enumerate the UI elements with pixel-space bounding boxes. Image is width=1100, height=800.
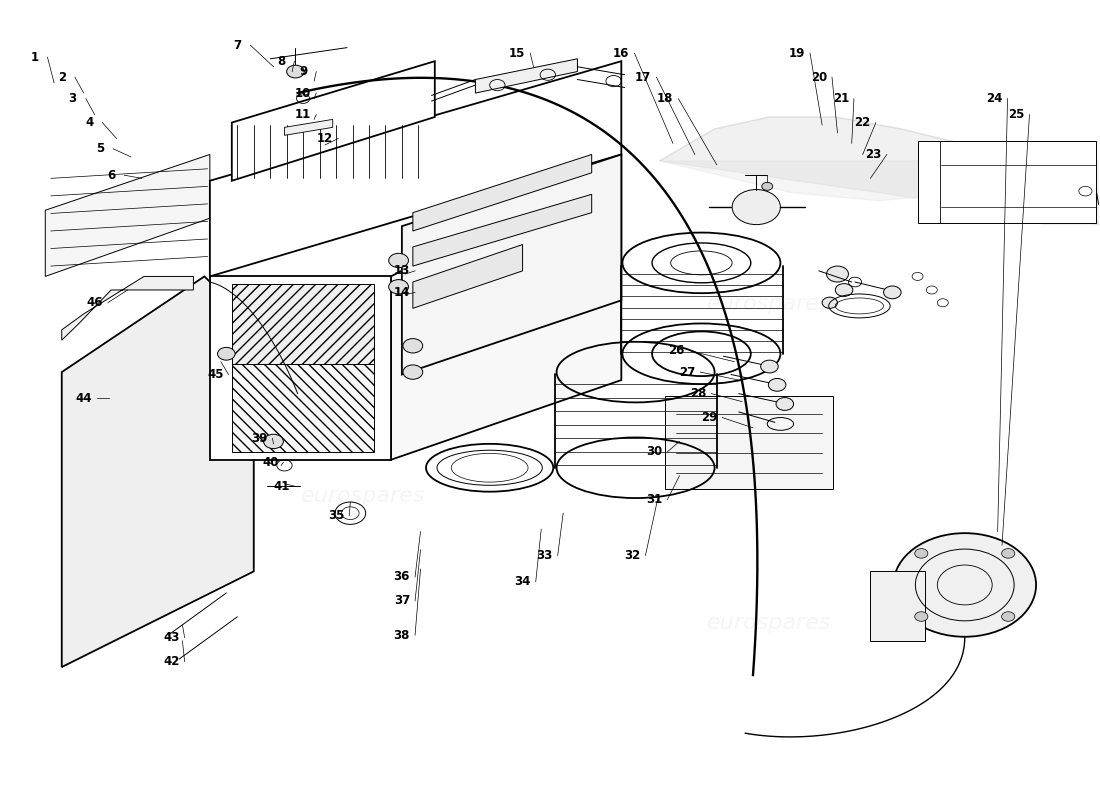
Circle shape [835,284,852,296]
Text: 8: 8 [277,54,285,68]
Text: 1: 1 [30,50,38,64]
Text: eurospares: eurospares [707,294,832,314]
Polygon shape [412,194,592,266]
Text: 27: 27 [679,366,695,378]
Text: 28: 28 [690,387,706,400]
Polygon shape [666,396,833,490]
Polygon shape [232,285,374,364]
Circle shape [388,280,408,294]
Text: 4: 4 [85,116,94,129]
Text: 40: 40 [262,456,278,469]
Polygon shape [412,245,522,308]
Text: 11: 11 [295,108,311,121]
Circle shape [1002,549,1015,558]
Circle shape [218,347,235,360]
Text: 44: 44 [76,392,92,405]
Text: 34: 34 [515,575,531,588]
Text: 31: 31 [646,493,662,506]
Text: 5: 5 [96,142,104,155]
Text: 39: 39 [251,432,267,445]
Circle shape [761,360,778,373]
Text: 6: 6 [107,169,116,182]
Polygon shape [402,154,622,374]
Text: 36: 36 [394,570,410,583]
Polygon shape [62,277,194,340]
Text: 35: 35 [328,509,344,522]
Circle shape [388,254,408,268]
Text: 17: 17 [635,70,651,84]
Circle shape [776,398,793,410]
Circle shape [403,365,422,379]
Text: 3: 3 [68,92,77,105]
Circle shape [822,297,837,308]
Circle shape [733,190,780,225]
Text: 42: 42 [163,655,179,668]
Circle shape [768,378,785,391]
Circle shape [826,266,848,282]
Text: 19: 19 [789,46,805,60]
Text: 25: 25 [1008,108,1024,121]
Text: 20: 20 [811,70,827,84]
Text: 46: 46 [87,296,103,310]
Polygon shape [870,571,925,641]
Text: 18: 18 [657,92,673,105]
Polygon shape [232,364,374,452]
Circle shape [287,65,305,78]
Polygon shape [412,154,592,231]
Polygon shape [45,154,210,277]
Circle shape [915,612,928,622]
Polygon shape [210,61,621,277]
Text: eurospares: eurospares [707,614,832,634]
Text: 13: 13 [394,264,410,278]
Text: 37: 37 [394,594,410,607]
Polygon shape [390,154,622,460]
Text: 38: 38 [394,629,410,642]
Circle shape [264,434,284,449]
Text: 21: 21 [833,92,849,105]
Circle shape [883,286,901,298]
Polygon shape [62,277,254,667]
Polygon shape [660,161,1099,225]
Text: 22: 22 [855,116,871,129]
Polygon shape [660,117,1099,225]
Circle shape [1002,612,1015,622]
Text: 30: 30 [646,446,662,458]
Text: 26: 26 [668,344,684,357]
Circle shape [403,338,422,353]
Polygon shape [917,141,1097,223]
Text: 23: 23 [866,148,882,161]
Text: 41: 41 [273,479,289,493]
Text: 2: 2 [57,70,66,84]
Text: 9: 9 [299,65,307,78]
Polygon shape [475,58,578,93]
Text: eurospares: eurospares [301,486,426,506]
Circle shape [915,549,928,558]
Text: 10: 10 [295,86,311,99]
Polygon shape [232,61,434,181]
Text: 24: 24 [987,92,1002,105]
Text: 33: 33 [537,549,552,562]
Text: 45: 45 [207,368,223,381]
Text: 32: 32 [624,549,640,562]
Text: 12: 12 [317,132,333,145]
Text: 14: 14 [394,286,410,299]
Text: 29: 29 [701,411,717,424]
Text: 7: 7 [233,38,241,52]
Circle shape [893,533,1036,637]
Circle shape [762,182,772,190]
Text: 43: 43 [163,631,179,644]
Polygon shape [210,277,390,460]
Polygon shape [285,119,332,135]
Text: 15: 15 [509,46,526,60]
Text: 16: 16 [613,46,629,60]
